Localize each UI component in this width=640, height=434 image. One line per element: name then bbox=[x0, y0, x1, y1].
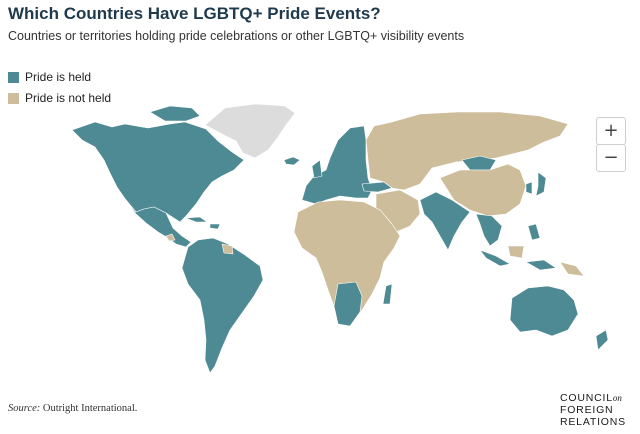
source-prefix: Source: bbox=[8, 403, 41, 414]
logo-line-council: COUNCILon bbox=[560, 392, 622, 404]
legend-swatch-held bbox=[8, 71, 19, 83]
region-hispaniola[interactable] bbox=[209, 223, 221, 230]
legend-item-not-held: Pride is not held bbox=[8, 90, 111, 106]
region-south-america[interactable] bbox=[181, 237, 264, 374]
logo-on: on bbox=[612, 393, 622, 403]
zoom-in-button[interactable]: + bbox=[596, 117, 626, 145]
region-madagascar[interactable] bbox=[382, 283, 393, 305]
region-korea[interactable] bbox=[525, 181, 533, 195]
region-south-asia[interactable] bbox=[419, 191, 471, 251]
region-new-zealand[interactable] bbox=[595, 329, 609, 351]
region-southern-africa[interactable] bbox=[333, 281, 363, 327]
legend-swatch-not-held bbox=[8, 92, 19, 104]
region-china[interactable] bbox=[439, 163, 527, 217]
logo-line-relations: RELATIONS bbox=[560, 416, 626, 428]
logo-line-foreign: FOREIGN bbox=[560, 404, 614, 416]
region-indonesia-east[interactable] bbox=[525, 259, 557, 271]
map-legend: Pride is held Pride is not held bbox=[8, 69, 111, 111]
region-japan[interactable] bbox=[535, 171, 547, 197]
region-arctic-islands[interactable] bbox=[149, 105, 201, 122]
region-russia-central-asia[interactable] bbox=[365, 111, 569, 191]
world-map[interactable] bbox=[0, 100, 640, 400]
region-north-america[interactable] bbox=[71, 121, 245, 223]
page-title: Which Countries Have LGBTQ+ Pride Events… bbox=[8, 4, 381, 23]
region-philippines[interactable] bbox=[527, 223, 541, 241]
region-guyana-suriname[interactable] bbox=[221, 243, 234, 255]
region-indonesia-west[interactable] bbox=[479, 249, 511, 267]
region-malaysia[interactable] bbox=[507, 245, 525, 259]
region-australia[interactable] bbox=[509, 285, 579, 337]
region-europe[interactable] bbox=[301, 125, 373, 205]
page-subtitle: Countries or territories holding pride c… bbox=[8, 29, 465, 43]
source-note: Source: Outright International. bbox=[8, 403, 137, 414]
region-africa[interactable] bbox=[293, 199, 401, 327]
source-text: Outright International. bbox=[40, 403, 138, 414]
region-southeast-asia[interactable] bbox=[475, 213, 503, 247]
region-mexico-central-america[interactable] bbox=[125, 199, 192, 248]
region-uk-ireland[interactable] bbox=[311, 159, 323, 179]
legend-label-held: Pride is held bbox=[25, 70, 92, 84]
region-mongolia[interactable] bbox=[461, 155, 497, 171]
region-papua-new-guinea[interactable] bbox=[559, 261, 585, 277]
zoom-out-button[interactable]: − bbox=[596, 144, 626, 172]
legend-label-not-held: Pride is not held bbox=[25, 91, 112, 105]
region-greenland[interactable] bbox=[204, 103, 296, 159]
region-cuba[interactable] bbox=[185, 216, 208, 223]
legend-item-held: Pride is held bbox=[8, 69, 111, 85]
cfr-logo[interactable]: COUNCILon FOREIGN RELATIONS bbox=[560, 392, 636, 428]
region-iceland[interactable] bbox=[283, 156, 301, 166]
region-guatemala[interactable] bbox=[165, 233, 176, 242]
region-turkey[interactable] bbox=[361, 181, 393, 193]
